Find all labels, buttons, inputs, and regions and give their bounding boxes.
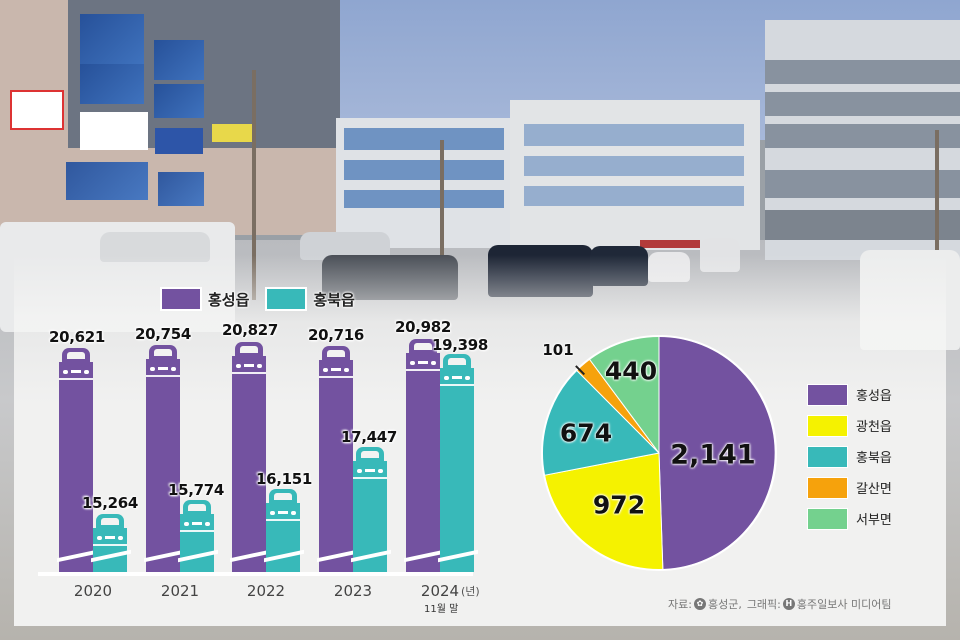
- bar-hongseong-2020: [57, 348, 97, 572]
- value-label: 15,774: [167, 481, 225, 499]
- legend-swatch: [807, 414, 848, 437]
- legend-swatch: [807, 445, 848, 468]
- bar-hongbuk-2022: [264, 489, 304, 572]
- building-right: [765, 20, 960, 260]
- source-name: 홍성군,: [707, 598, 742, 611]
- source-prefix: 자료:: [668, 598, 692, 611]
- legend-item-hongseong: 홍성읍: [807, 379, 892, 410]
- x-tick-label: 2020: [73, 582, 113, 600]
- legend-label: 서부면: [856, 513, 892, 528]
- pie-value-hongbuk: 674: [559, 418, 613, 448]
- legend-label: 광천읍: [856, 420, 892, 435]
- legend-label: 홍성읍: [208, 290, 250, 309]
- bar-hongbuk-2021: [178, 500, 218, 572]
- legend-swatch: [807, 383, 848, 406]
- x-tick-label: 2024: [420, 582, 460, 600]
- pie-value-gwangcheon: 972: [592, 490, 646, 520]
- value-label: 16,151: [255, 470, 313, 488]
- tree: [440, 140, 444, 290]
- source-credit: 자료: ✿ 홍성군, 그래픽: H 홍주일보사 미디어팀: [668, 596, 891, 612]
- value-label: 19,398: [431, 336, 489, 354]
- county-logo-icon: ✿: [693, 598, 706, 610]
- bar-hongseong-2021: [144, 345, 184, 572]
- building-center-right: [510, 100, 760, 250]
- building-left: [0, 0, 340, 235]
- bar-hongseong-2024: [404, 339, 444, 572]
- x-axis-unit: (년): [461, 585, 480, 598]
- bar-chart-legend: 홍성읍 홍북읍: [160, 287, 355, 311]
- x-tick-label: 2022: [246, 582, 286, 600]
- bar-hongbuk-2023: [351, 447, 391, 572]
- newspaper-logo-icon: H: [782, 598, 795, 610]
- value-label: 20,754: [134, 325, 192, 343]
- legend-item-hongbuk: 홍북읍: [807, 441, 892, 472]
- pie-value-seobu: 440: [604, 356, 658, 386]
- x-tick-label: 2023: [333, 582, 373, 600]
- legend-swatch: [807, 507, 848, 530]
- graphic-prefix: 그래픽:: [746, 598, 781, 611]
- legend-item-hongseong: 홍성읍: [160, 287, 249, 311]
- value-label: 20,621: [48, 328, 106, 346]
- legend-item-galsan: 갈산면: [807, 472, 892, 503]
- legend-label: 홍북읍: [856, 451, 892, 466]
- building-center-left: [336, 118, 516, 248]
- legend-item-seobu: 서부면: [807, 503, 892, 534]
- pie-value-hongseong: 2,141: [670, 439, 756, 471]
- legend-label: 홍성읍: [856, 389, 892, 404]
- value-label: 15,264: [81, 494, 139, 512]
- bar-hongseong-2023: [317, 346, 357, 572]
- tree: [252, 70, 256, 300]
- bar-hongseong-2022: [230, 342, 270, 572]
- pie-chart: [540, 334, 778, 572]
- x-axis-baseline: [38, 572, 473, 576]
- pie-value-galsan: 101: [542, 341, 574, 359]
- legend-swatch: [807, 476, 848, 499]
- legend-label: 홍북읍: [313, 290, 355, 309]
- value-label: 17,447: [340, 428, 398, 446]
- value-label: 20,982: [394, 318, 452, 336]
- legend-item-gwangcheon: 광천읍: [807, 410, 892, 441]
- value-label: 20,716: [307, 326, 365, 344]
- legend-label: 갈산면: [856, 482, 892, 497]
- legend-swatch: [265, 287, 308, 311]
- legend-swatch: [160, 287, 202, 311]
- bar-hongbuk-2020: [91, 514, 131, 572]
- x-axis-note: 11월 말: [424, 604, 459, 615]
- x-tick-label: 2021: [160, 582, 200, 600]
- tree: [935, 130, 939, 270]
- graphic-team: 홍주일보사 미디어팀: [796, 598, 892, 611]
- value-label: 20,827: [221, 321, 279, 339]
- pie-chart-legend: 홍성읍 광천읍 홍북읍 갈산면 서부면: [807, 379, 892, 534]
- bar-hongbuk-2024: [438, 354, 478, 572]
- legend-item-hongbuk: 홍북읍: [265, 287, 355, 311]
